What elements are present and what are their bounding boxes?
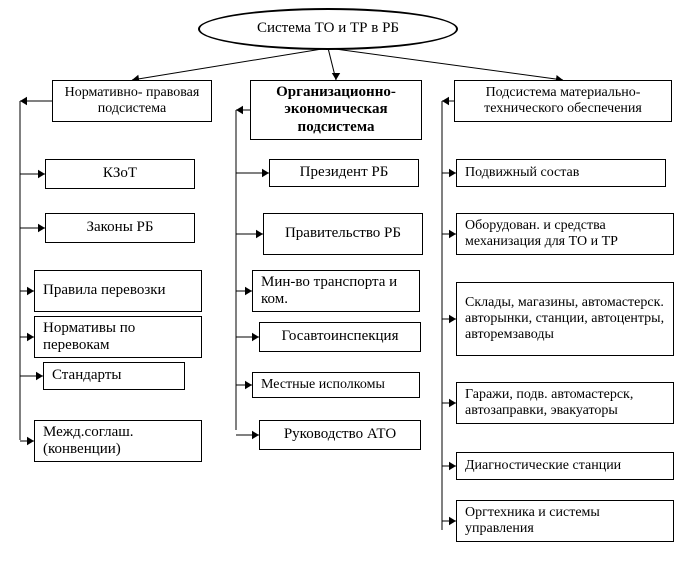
diagram-node: Стандарты bbox=[43, 362, 185, 390]
diagram-node: Местные исполкомы bbox=[252, 372, 420, 398]
diagram-node: Склады, магазины, автомастерск. авторынк… bbox=[456, 282, 674, 356]
diagram-node: Подвижный состав bbox=[456, 159, 666, 187]
diagram-node: Оргтехника и системы управления bbox=[456, 500, 674, 542]
diagram-node: Нормативы по перевокам bbox=[34, 316, 202, 358]
diagram-node: Оборудован. и средства механизация для Т… bbox=[456, 213, 674, 255]
diagram-node: Правительство РБ bbox=[263, 213, 423, 255]
diagram-node: Организационно- экономическая подсистема bbox=[250, 80, 422, 140]
diagram-node: Мин-во транспорта и ком. bbox=[252, 270, 420, 312]
diagram-node: Законы РБ bbox=[45, 213, 195, 243]
diagram-node: Нормативно- правовая подсистема bbox=[52, 80, 212, 122]
diagram-node: Руководство АТО bbox=[259, 420, 421, 450]
diagram-node: Диагностические станции bbox=[456, 452, 674, 480]
diagram-node: Система ТО и ТР в РБ bbox=[198, 8, 458, 50]
diagram-node: Межд.соглаш. (конвенции) bbox=[34, 420, 202, 462]
diagram-node: Гаражи, подв. автомастерск, автозаправки… bbox=[456, 382, 674, 424]
diagram-node: КЗоТ bbox=[45, 159, 195, 189]
diagram-node: Подсистема материально-технического обес… bbox=[454, 80, 672, 122]
diagram-node: Правила перевозки bbox=[34, 270, 202, 312]
diagram-node: Госавтоинспекция bbox=[259, 322, 421, 352]
diagram-node: Президент РБ bbox=[269, 159, 419, 187]
